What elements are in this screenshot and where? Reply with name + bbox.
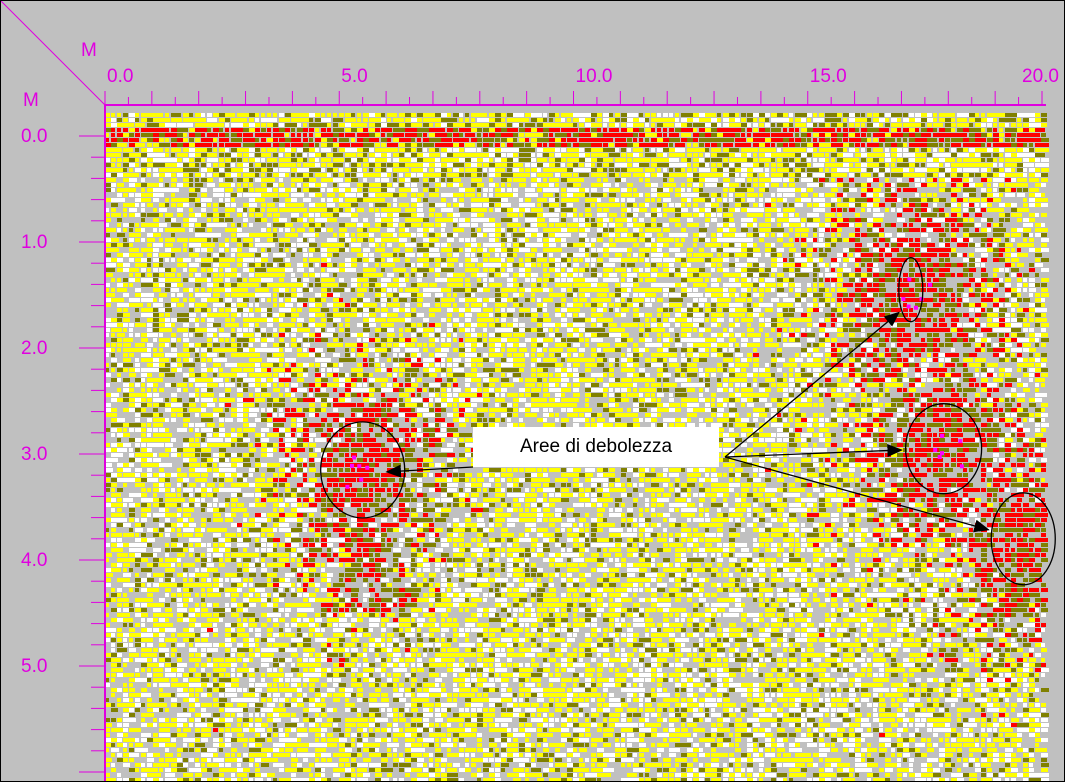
x-tick-label: 20.0 <box>1022 66 1059 87</box>
x-ticks: 0.0 5.0 10.0 15.0 20.0 <box>104 66 1059 105</box>
x-tick-label: 15.0 <box>810 66 847 87</box>
x-tick-label: 5.0 <box>341 66 367 87</box>
x-tick-label: 0.0 <box>107 66 133 87</box>
y-tick-label: 2.0 <box>21 338 47 359</box>
axis-corner-diagonal <box>1 1 106 106</box>
y-unit-label: M <box>23 90 39 111</box>
y-tick-label: 4.0 <box>21 550 47 571</box>
y-ticks: 0.0 1.0 2.0 3.0 4.0 5.0 <box>21 126 105 773</box>
y-tick-label: 3.0 <box>21 444 47 465</box>
x-unit-label: M <box>81 40 97 61</box>
y-tick-label: 5.0 <box>21 656 47 677</box>
y-tick-label: 1.0 <box>21 232 47 253</box>
y-tick-label: 0.0 <box>21 126 47 147</box>
callout-label: Aree di debolezza <box>473 427 719 467</box>
x-tick-label: 10.0 <box>576 66 613 87</box>
